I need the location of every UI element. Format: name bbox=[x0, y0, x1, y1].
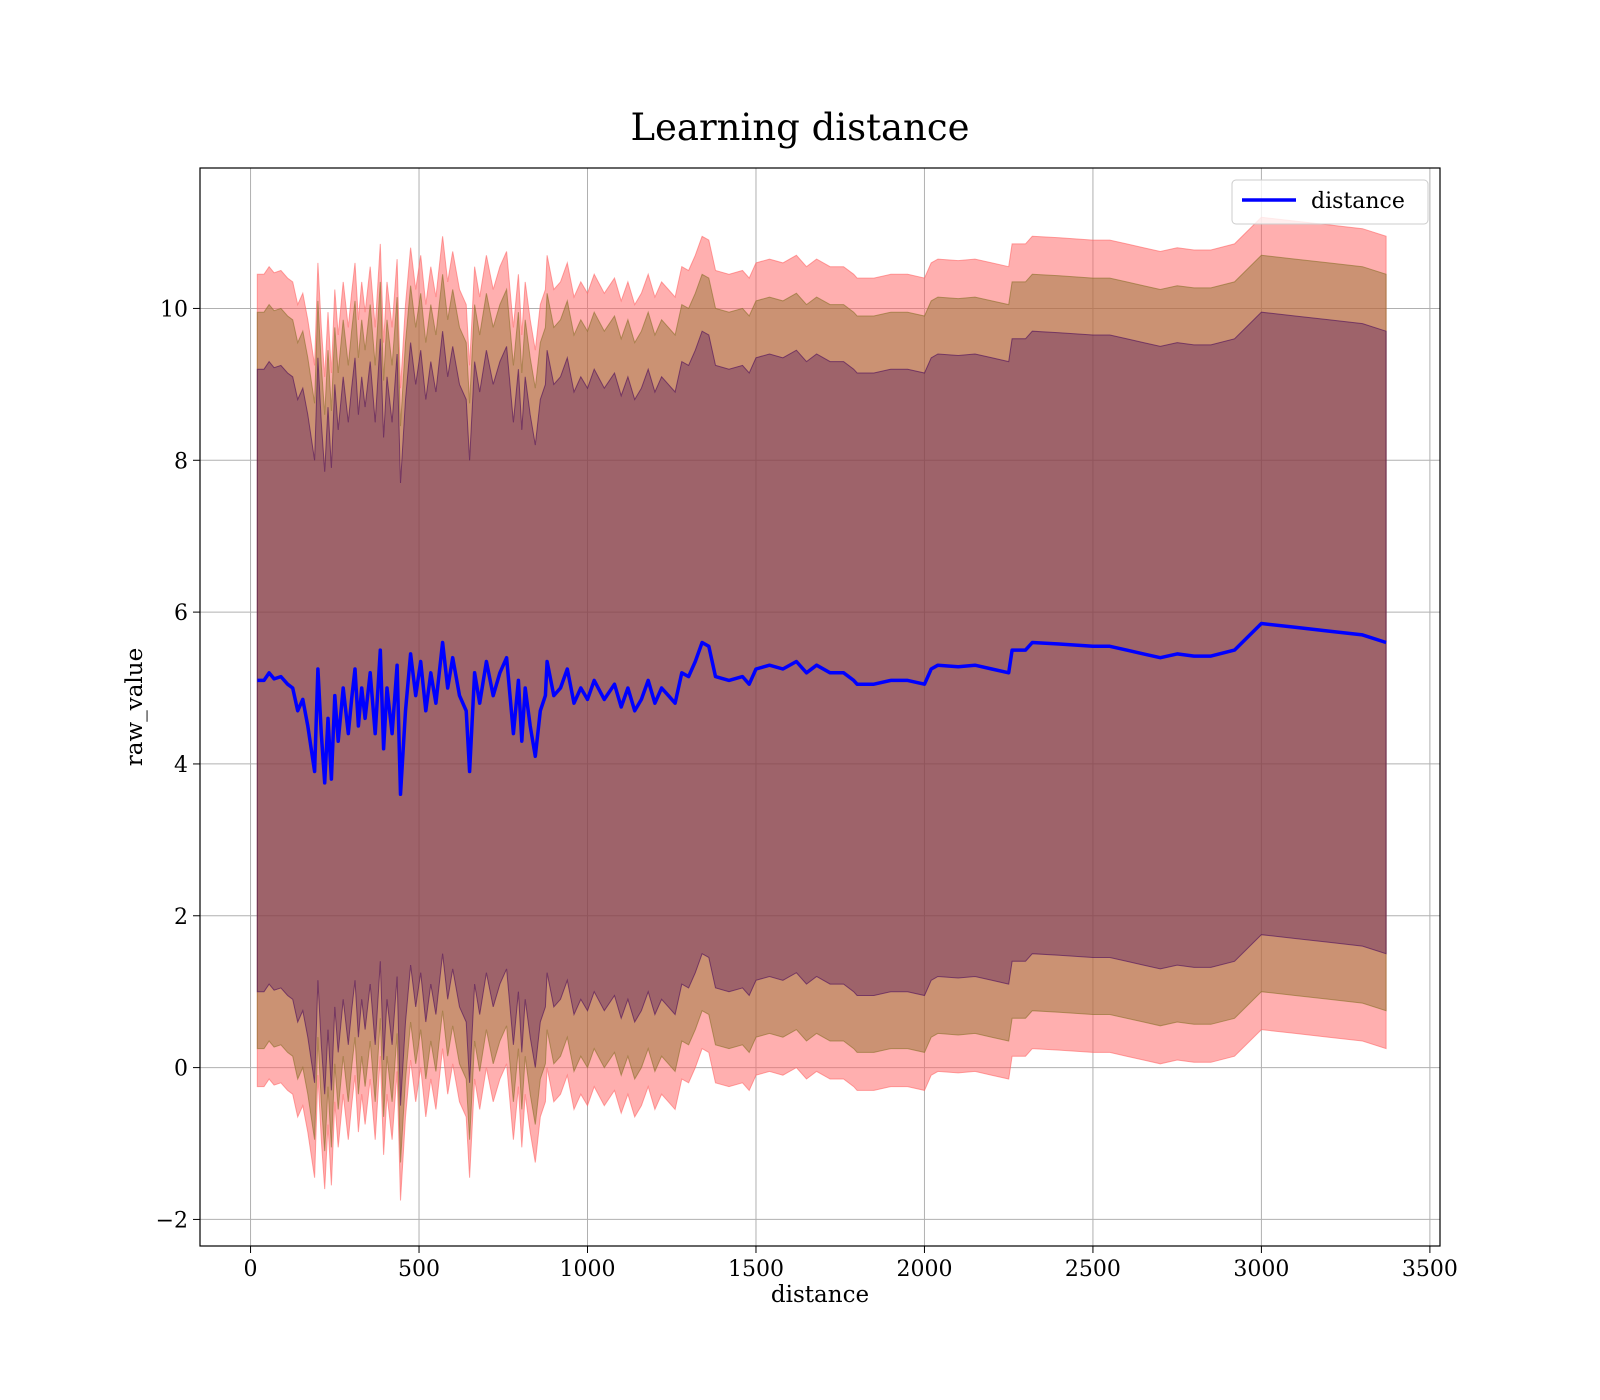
y-tick-label: 8 bbox=[174, 449, 188, 474]
x-tick-label: 3000 bbox=[1233, 1257, 1289, 1282]
y-tick-label: 6 bbox=[174, 601, 188, 626]
confidence-bands bbox=[256, 216, 1387, 1201]
y-axis-label: raw_value bbox=[122, 648, 148, 766]
x-tick-label: 1000 bbox=[560, 1257, 616, 1282]
y-tick-label: −2 bbox=[156, 1208, 188, 1233]
confidence-band-1 bbox=[256, 216, 1387, 1201]
y-tick-label: 4 bbox=[174, 753, 188, 778]
legend-box bbox=[1231, 179, 1429, 225]
legend-entry-distance: distance bbox=[1311, 189, 1405, 214]
legend: distance bbox=[1231, 179, 1429, 225]
series-lines bbox=[257, 621, 1387, 797]
x-tick-label: 500 bbox=[398, 1257, 440, 1282]
chart-title: Learning distance bbox=[630, 106, 969, 149]
axis-ticks: 0 500 1000 1500 2000 2500 3000 3500 −2 0 2 4 6 8 10 bbox=[156, 297, 1458, 1282]
x-axis-label: distance bbox=[771, 1282, 869, 1308]
x-tick-label: 2000 bbox=[896, 1257, 952, 1282]
y-tick-label: 10 bbox=[160, 297, 188, 322]
confidence-band-3 bbox=[256, 311, 1387, 1106]
y-tick-label: 2 bbox=[174, 905, 188, 930]
x-tick-label: 3500 bbox=[1402, 1257, 1458, 1282]
plot-frame bbox=[199, 167, 1441, 1247]
x-tick-label: 0 bbox=[244, 1257, 258, 1282]
x-tick-label: 2500 bbox=[1065, 1257, 1121, 1282]
series-line-distance bbox=[257, 621, 1387, 797]
x-tick-label: 1500 bbox=[728, 1257, 784, 1282]
confidence-band-2 bbox=[256, 254, 1387, 1163]
y-tick-label: 0 bbox=[174, 1057, 188, 1082]
